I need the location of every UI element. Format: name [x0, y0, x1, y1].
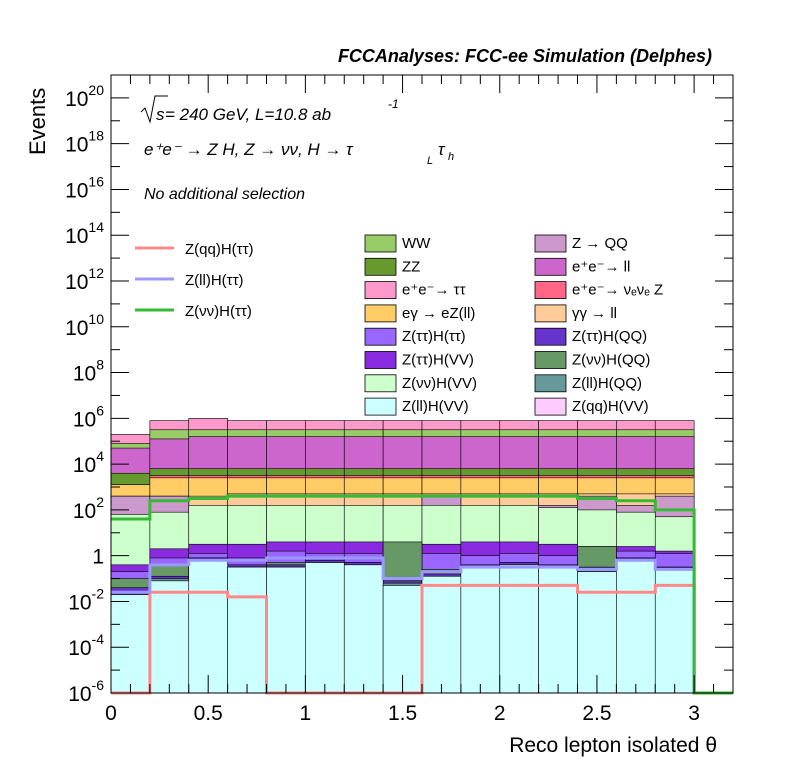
- sqrt-symbol: [140, 95, 168, 124]
- legend-line-label: Z(qq)H(ττ): [185, 241, 254, 258]
- legend-label: Z(ll)H(VV): [402, 398, 469, 415]
- x-axis-ticks: 0 0.5 1 1.5 2 2.5 3: [105, 75, 715, 725]
- bar-Zll_HVV-6: [343, 564, 384, 694]
- bar-Zll_HVV-5: [305, 562, 345, 694]
- legend-label: e⁺e⁻→ νₑνₑ Z: [572, 282, 663, 299]
- y-tick-label: 1010: [65, 311, 104, 340]
- legend-swatch: [534, 234, 567, 253]
- x-axis-label: Reco lepton isolated θ: [509, 734, 717, 757]
- y-axis-ticks: 10-6 10-4 10-2 1 102 104 106 108 1010 1012 1014 101…: [65, 74, 733, 706]
- legend: Z(qq)H(ττ) Z(ll)H(ττ) Z(νν)H(ττ) WW ZZ e⁺e⁻→ …: [135, 234, 663, 416]
- legend-swatch: [364, 374, 397, 393]
- x-tick-label: 3: [688, 702, 700, 725]
- legend-label: Z(ττ)H(VV): [402, 352, 474, 369]
- legend-label: eγ → eZ(ll): [402, 305, 475, 322]
- legend-label: γγ → ll: [572, 305, 617, 322]
- legend-swatch: [364, 397, 397, 416]
- y-tick-label: 10-6: [68, 677, 104, 706]
- bar-Zll_HVV-1: [149, 580, 190, 694]
- bar-Zll_HVV-0: [110, 594, 151, 694]
- selection-label: No additional selection: [144, 186, 305, 203]
- legend-label: e⁺e⁻→ ττ: [402, 282, 466, 299]
- legend-swatch: [364, 304, 397, 323]
- legend-label: Z(ll)H(QQ): [572, 375, 642, 392]
- y-tick-label: 1020: [65, 82, 104, 111]
- legend-label: Z(ττ)H(ττ): [402, 328, 466, 345]
- energy-text: = 240 GeV, L=10.8 ab: [165, 105, 331, 124]
- bar-Zll_HVV-4: [266, 566, 306, 694]
- bar-Zll_HVV-11: [538, 566, 578, 694]
- legend-label: Z → QQ: [572, 235, 628, 252]
- process-label: e⁺e⁻ → Z H, Z → νν, H → τ L τ h: [144, 140, 454, 167]
- lumi-exponent: -1: [388, 97, 399, 111]
- bar-Zll_HVV-12: [577, 571, 617, 694]
- legend-swatch: [534, 351, 567, 369]
- y-tick-label: 102: [73, 494, 104, 523]
- signal-line-sig_ll: [111, 556, 733, 695]
- legend-swatch: [364, 281, 397, 300]
- energy-lumi-label: s = 240 GeV, L=10.8 ab -1: [140, 95, 399, 124]
- x-tick-label: 0: [105, 702, 117, 725]
- y-tick-label: 1012: [65, 265, 104, 294]
- y-tick-label: 1018: [65, 128, 104, 157]
- y-tick-label: 10-2: [68, 585, 104, 614]
- bar-Zll_HVV-8: [421, 575, 462, 694]
- y-tick-label: 1014: [65, 219, 104, 248]
- legend-swatch: [364, 327, 397, 346]
- legend-swatch: [534, 327, 567, 346]
- legend-label: Z(νν)H(QQ): [572, 352, 650, 369]
- tau-sub-h: h: [448, 151, 454, 163]
- legend-label: WW: [402, 235, 431, 252]
- bar-Zll_HVV-9: [460, 566, 501, 694]
- energy-s: s: [156, 105, 165, 124]
- tau-sub-l: L: [427, 155, 433, 167]
- legend-swatch: [364, 257, 397, 276]
- signal-line-sig_nunu: [111, 494, 733, 695]
- chart-title: FCCAnalyses: FCC-ee Simulation (Delphes): [338, 46, 712, 66]
- legend-line-label: Z(νν)H(ττ): [185, 303, 252, 320]
- bar-Zll_HVV-2: [188, 559, 228, 694]
- legend-swatch: [364, 234, 397, 253]
- legend-label: ZZ: [402, 258, 420, 275]
- x-tick-label: 0.5: [194, 702, 223, 725]
- legend-swatch: [534, 374, 567, 393]
- y-axis-label: Events: [25, 88, 50, 155]
- stacked-bars: [110, 418, 695, 694]
- x-tick-label: 1.5: [388, 702, 417, 725]
- y-tick-label: 106: [73, 402, 104, 431]
- tau-symbol-2: τ: [438, 140, 446, 159]
- x-tick-label: 2: [494, 702, 506, 725]
- bar-Zll_HVV-14: [654, 569, 695, 694]
- bar-Zll_HVV-3: [227, 566, 267, 694]
- x-tick-label: 1: [300, 702, 312, 725]
- y-tick-label: 104: [73, 448, 104, 477]
- bar-Zll_HVV-13: [616, 559, 656, 694]
- x-tick-label: 2.5: [582, 702, 611, 725]
- legend-swatch: [534, 397, 567, 416]
- legend-label: Z(ττ)H(QQ): [572, 328, 647, 345]
- legend-swatch: [534, 304, 567, 323]
- y-tick-label: 1: [92, 546, 104, 569]
- legend-swatch: [534, 281, 567, 300]
- legend-swatch: [364, 351, 397, 369]
- signal-line-sig_qq: [111, 583, 733, 695]
- y-tick-label: 1016: [65, 173, 104, 202]
- legend-label: Z(νν)H(VV): [402, 375, 477, 392]
- legend-line-label: Z(ll)H(ττ): [185, 272, 244, 289]
- process-text: e⁺e⁻ → Z H, Z → νν, H → τ: [144, 140, 354, 159]
- signal-lines: [111, 494, 733, 695]
- legend-label: e⁺e⁻→ ll: [572, 258, 630, 275]
- legend-swatch: [534, 257, 567, 276]
- legend-label: Z(qq)H(VV): [572, 398, 649, 415]
- y-tick-label: 10-4: [68, 631, 104, 660]
- y-tick-label: 108: [73, 357, 104, 386]
